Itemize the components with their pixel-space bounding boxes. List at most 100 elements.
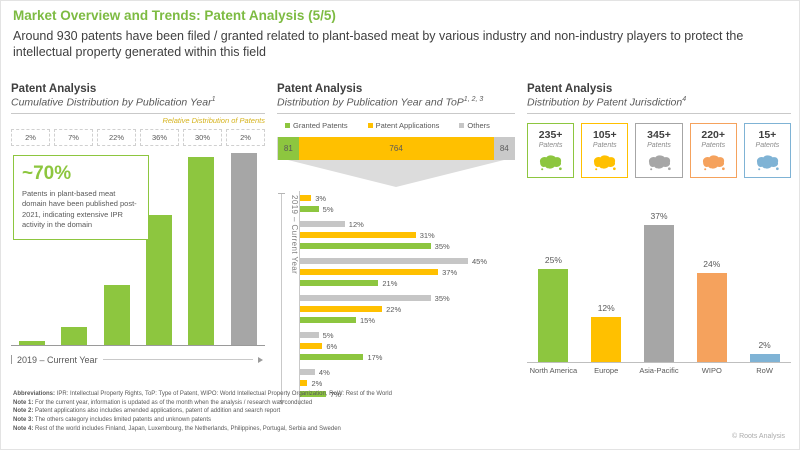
wipo-map-icon bbox=[693, 153, 734, 172]
bar-row: 4% bbox=[300, 368, 515, 377]
bar-value-label: 7% bbox=[330, 389, 341, 399]
bar-value-label: 35% bbox=[434, 241, 450, 251]
bar-row: 12% bbox=[300, 220, 515, 229]
bar-row: 45% bbox=[300, 257, 515, 266]
card-patent-count: 15+ bbox=[758, 128, 777, 141]
axis-line bbox=[102, 359, 253, 360]
card-patent-count: 105+ bbox=[592, 128, 617, 141]
jurisdiction-card: 15+ Patents bbox=[743, 122, 792, 178]
slide-title: Market Overview and Trends: Patent Analy… bbox=[13, 8, 336, 23]
panel-subtitle-footnote-ref: 4 bbox=[682, 96, 687, 103]
bar-row: 35% bbox=[300, 294, 515, 303]
jurisdiction-card: 105+ Patents bbox=[581, 122, 629, 178]
footnote-prefix: Note 2: bbox=[13, 408, 34, 415]
jurisdiction-bar-column: 12% bbox=[580, 194, 633, 362]
bar-row: 22% bbox=[300, 305, 515, 314]
footnote-text: For the current year, information is upd… bbox=[33, 399, 313, 406]
legend-label: Patent Applications bbox=[375, 120, 440, 130]
axis-tick bbox=[11, 355, 12, 364]
arrow-down-icon bbox=[278, 399, 285, 405]
insight-callout-text: Patents in plant-based meat domain have … bbox=[22, 188, 137, 230]
h-bar bbox=[300, 232, 416, 238]
europe-map-icon bbox=[584, 153, 625, 172]
h-bar bbox=[300, 243, 431, 249]
category-label: RoW bbox=[756, 365, 773, 375]
bar-group: 5% 6% 17% bbox=[300, 331, 515, 362]
cumulative-bar bbox=[61, 327, 88, 345]
y-axis-label: 2019 – Current Year bbox=[290, 194, 299, 274]
x-axis-label: 2019 – Current Year bbox=[17, 354, 98, 365]
footnote-line: Note 3: The others category includes lim… bbox=[13, 416, 392, 425]
h-bar bbox=[300, 380, 308, 386]
h-bar bbox=[300, 258, 468, 264]
copyright: © Roots Analysis bbox=[731, 433, 785, 440]
bar-value-label: 25% bbox=[544, 255, 562, 265]
legend-label: Granted Patents bbox=[293, 120, 348, 130]
arrow-right-icon bbox=[258, 356, 263, 363]
card-patent-label: Patents bbox=[647, 141, 671, 149]
bar-value-label: 21% bbox=[382, 278, 398, 288]
north-america-map-icon bbox=[530, 153, 571, 172]
panel-subtitle: Distribution by Publication Year and ToP… bbox=[277, 95, 515, 114]
panel-subtitle: Cumulative Distribution by Publication Y… bbox=[11, 95, 265, 114]
legend-swatch bbox=[367, 122, 373, 128]
bar-value-label: 15% bbox=[360, 315, 376, 325]
cumulative-bar-slot bbox=[96, 152, 138, 345]
jurisdiction-bar bbox=[591, 317, 622, 362]
asia-pacific-map-icon bbox=[638, 153, 679, 172]
jurisdiction-bar-column: 25% bbox=[527, 194, 580, 362]
h-bar bbox=[300, 343, 323, 349]
bar-value-label: 12% bbox=[597, 303, 615, 314]
category-label: Europe bbox=[594, 365, 619, 375]
insight-callout-headline: ~70% bbox=[22, 162, 72, 184]
jurisdiction-card: 235+ Patents bbox=[527, 122, 575, 178]
h-bar bbox=[300, 269, 439, 275]
bar-value-label: 3% bbox=[315, 193, 327, 203]
card-patent-count: 345+ bbox=[647, 128, 671, 141]
panel-title: Patent Analysis bbox=[527, 83, 613, 95]
relative-pct-box: 36% bbox=[140, 128, 179, 146]
h-bar bbox=[300, 306, 383, 312]
stacked-segment: 81 bbox=[278, 136, 299, 160]
h-bar bbox=[300, 317, 356, 323]
bar-value-label: 45% bbox=[472, 256, 488, 266]
bar-row: 2% bbox=[300, 379, 515, 388]
stacked-segment: 84 bbox=[493, 136, 515, 160]
legend-label: Others bbox=[467, 120, 490, 130]
relative-pct-box: 22% bbox=[97, 128, 136, 146]
card-patent-count: 235+ bbox=[538, 128, 563, 141]
card-patent-label: Patents bbox=[538, 141, 563, 149]
panel-title: Patent Analysis bbox=[11, 83, 97, 95]
footnote-text: Rest of the world includes Finland, Japa… bbox=[33, 425, 341, 432]
chart-legend: Granted Patents Patent Applications Others bbox=[285, 121, 515, 130]
bar-row: 31% bbox=[300, 231, 515, 240]
cumulative-bar bbox=[146, 215, 173, 345]
bar-value-label: 2% bbox=[758, 340, 771, 351]
footnote-prefix: Note 1: bbox=[13, 399, 34, 406]
bar-row: 5% bbox=[300, 205, 515, 214]
bar-value-label: 37% bbox=[442, 267, 458, 277]
bar-value-label: 12% bbox=[348, 219, 364, 229]
legend-item: Others bbox=[459, 121, 490, 130]
footnote-text: Patent applications also includes amende… bbox=[33, 408, 281, 415]
legend-item: Patent Applications bbox=[367, 120, 440, 130]
card-patent-label: Patents bbox=[701, 141, 726, 149]
panel-subtitle-footnote-ref: 1 bbox=[211, 96, 216, 103]
legend-swatch bbox=[285, 122, 290, 128]
panel-distribution-by-jurisdiction: Patent Analysis Distribution by Patent J… bbox=[527, 83, 792, 375]
legend-swatch bbox=[459, 122, 465, 128]
footnote-line: Note 2: Patent applications also include… bbox=[13, 407, 392, 416]
jurisdiction-card: 220+ Patents bbox=[689, 122, 737, 178]
jurisdiction-bar-column: 24% bbox=[685, 194, 738, 362]
bar-value-label: 5% bbox=[322, 330, 334, 340]
bar-group: 45% 37% 21% bbox=[300, 257, 515, 288]
panel-subtitle-footnote-ref: 1, 2, 3 bbox=[463, 96, 484, 103]
jurisdiction-bar-column: 2% bbox=[738, 194, 791, 362]
cumulative-bar-chart: ~70% Patents in plant-based meat domain … bbox=[11, 152, 265, 370]
cumulative-bar bbox=[19, 340, 46, 345]
footnote-prefix: Note 4: bbox=[13, 425, 34, 432]
h-bar bbox=[300, 206, 319, 212]
jurisdiction-bar bbox=[749, 354, 780, 362]
jurisdiction-bar bbox=[643, 224, 674, 362]
relative-pct-box: 30% bbox=[183, 128, 222, 146]
